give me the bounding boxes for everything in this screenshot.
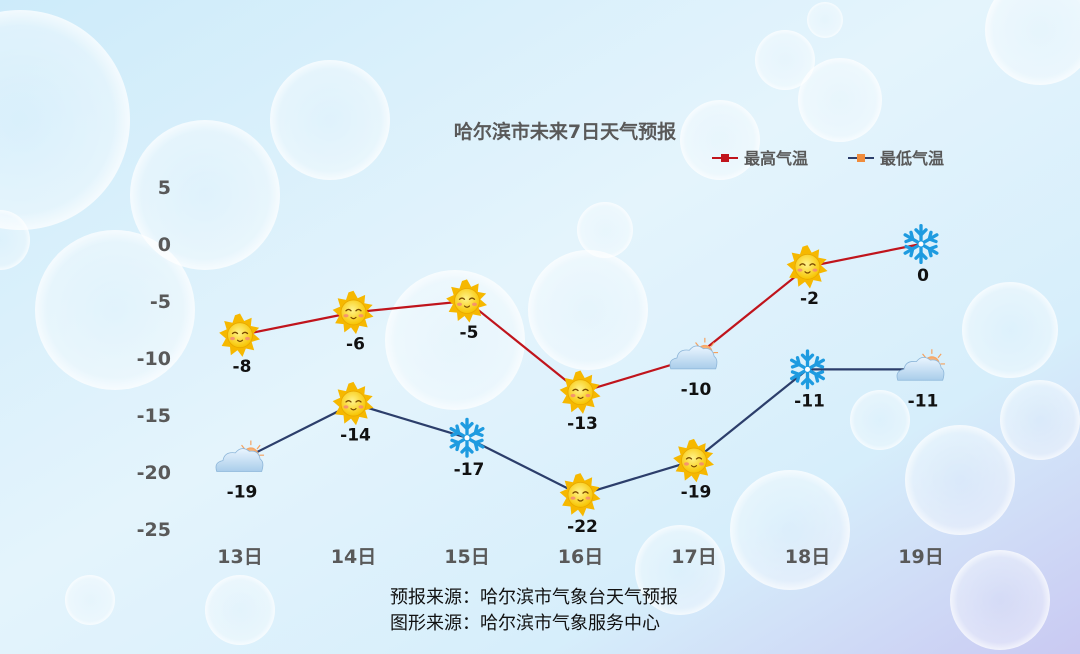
sun-icon	[786, 244, 829, 290]
high-temp-label: -10	[681, 380, 712, 400]
snowflake-icon	[449, 417, 485, 458]
cloud-sun-icon	[215, 439, 265, 473]
cloud-sun-icon	[669, 337, 719, 370]
cloud-sun-icon	[896, 348, 946, 381]
legend-low-label: 最低气温	[880, 149, 944, 168]
x-tick: 14日	[331, 546, 376, 568]
legend-high-label: 最高气温	[744, 149, 808, 168]
forecast-source-text: 预报来源：哈尔滨市气象台天气预报	[390, 587, 678, 608]
sun-icon	[331, 381, 375, 426]
legend-item-high: 最高气温	[712, 149, 808, 168]
y-tick: 5	[158, 177, 171, 199]
x-tick: 16日	[558, 546, 603, 568]
y-tick: -15	[137, 405, 171, 427]
y-tick: -25	[137, 519, 171, 541]
x-tick: 17日	[671, 546, 716, 568]
y-tick: 0	[158, 234, 171, 256]
low-temp-label: -11	[794, 391, 825, 411]
low-temp-label: -11	[908, 391, 939, 411]
low-temp-label: -17	[454, 460, 485, 480]
low-temp-label: -22	[567, 517, 598, 537]
y-tick: -20	[137, 462, 171, 484]
snowflake-icon	[903, 224, 939, 265]
low-temp-label: -19	[681, 483, 712, 503]
high-temp-label: -8	[233, 357, 252, 377]
high-temp-label: -5	[460, 323, 479, 343]
sun-icon	[331, 290, 375, 335]
legend-low-marker	[857, 154, 865, 162]
sun-icon	[445, 278, 488, 324]
legend-high-marker	[721, 154, 729, 162]
high-temp-label: -13	[567, 414, 598, 434]
x-tick: 15日	[444, 546, 489, 568]
y-tick: -10	[137, 348, 171, 370]
sun-icon	[672, 438, 715, 483]
high-temp-label: 0	[917, 266, 929, 286]
low-temp-label: -19	[227, 483, 258, 503]
graphic-source-text: 图形来源：哈尔滨市气象服务中心	[390, 613, 660, 634]
sun-icon	[218, 312, 261, 358]
x-tick: 13日	[217, 546, 262, 568]
chart-title: 哈尔滨市未来7日天气预报	[454, 120, 676, 143]
high-temp-label: -2	[800, 289, 819, 309]
y-tick: -5	[150, 291, 171, 313]
sun-icon	[559, 472, 602, 518]
x-tick: 19日	[898, 546, 943, 568]
legend-item-low: 最低气温	[848, 149, 944, 168]
high-temp-label: -6	[346, 334, 365, 354]
y-axis: 5 0 -5 -10 -15 -20 -25	[137, 177, 171, 541]
plot-area: -8 -6 -5 -13 -10 -2 0 -19 -14 -17 -22 -19 -11 -11	[215, 224, 946, 537]
legend: 最高气温 最低气温	[712, 149, 944, 168]
low-temp-label: -14	[340, 426, 371, 446]
x-tick: 18日	[785, 546, 830, 568]
sun-icon	[559, 369, 602, 415]
x-axis: 13日 14日 15日 16日 17日 18日 19日	[217, 546, 943, 568]
